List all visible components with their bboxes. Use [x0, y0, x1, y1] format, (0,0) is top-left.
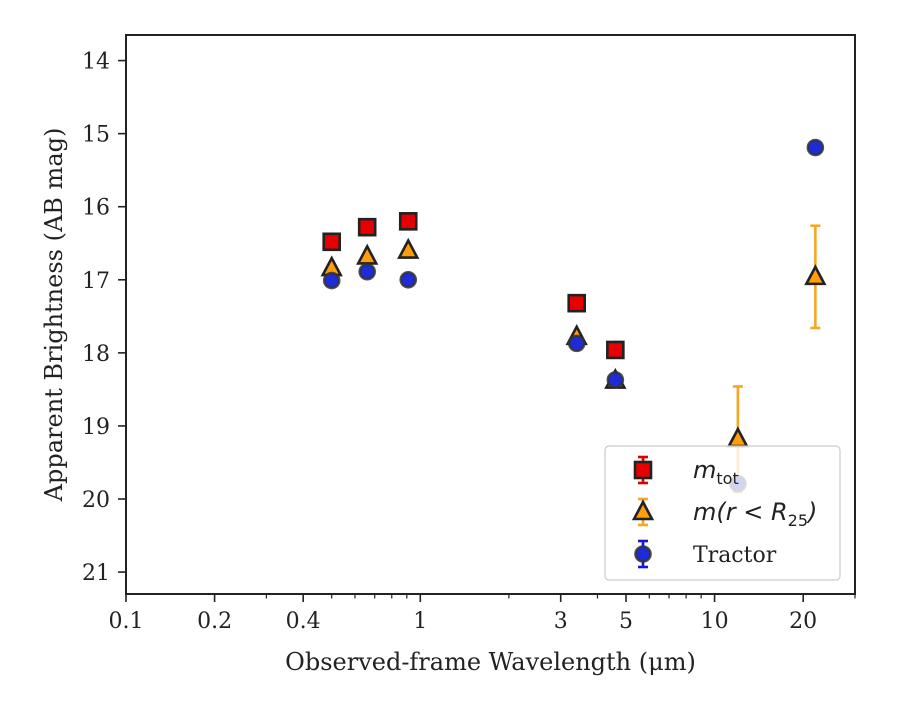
- data-point-square: [567, 293, 587, 313]
- data-point-circle: [322, 271, 341, 290]
- data-point-circle: [358, 262, 376, 281]
- data-point-triangle: [397, 237, 420, 259]
- series-square: [322, 212, 625, 360]
- legend-marker-triangle: [631, 499, 655, 521]
- y-tick-label: 15: [82, 123, 110, 148]
- data-point-triangle: [726, 426, 750, 448]
- legend-label: mtot: [693, 456, 739, 488]
- x-tick-label: 10: [701, 609, 729, 634]
- legend-marker-square: [633, 460, 653, 480]
- series-circle: [322, 138, 825, 493]
- y-tick-label: 14: [82, 50, 110, 75]
- legend-marker-circle: [634, 545, 652, 563]
- y-tick-label: 20: [82, 488, 110, 513]
- x-axis-title: Observed-frame Wavelength (μm): [285, 648, 696, 676]
- legend-label: Tractor: [693, 543, 777, 568]
- data-point-square: [322, 232, 342, 252]
- x-tick-label: 0.2: [197, 609, 232, 634]
- x-axis: 0.1 0.2 0.4 1 3 5 10 20: [109, 594, 856, 634]
- y-tick-label: 19: [82, 415, 110, 440]
- data-point-square: [606, 340, 625, 360]
- y-tick-label: 18: [82, 342, 110, 367]
- plot-area: [125, 34, 856, 595]
- data-point-triangle: [356, 243, 379, 265]
- y-axis: 14 15 16 17 18 19 20 21: [82, 50, 126, 586]
- data-point-square: [398, 212, 418, 231]
- x-tick-label: 1: [413, 609, 427, 634]
- y-tick-label: 16: [82, 196, 110, 221]
- x-tick-label: 3: [554, 609, 568, 634]
- data-point-circle: [606, 371, 625, 389]
- data-point-circle: [399, 270, 418, 289]
- y-tick-label: 17: [82, 269, 110, 294]
- data-point-circle: [567, 334, 586, 353]
- x-tick-label: 20: [789, 609, 817, 634]
- legend-box: [604, 445, 841, 581]
- data-point-circle: [806, 138, 825, 157]
- data-point-triangle: [804, 264, 827, 286]
- y-tick-label: 21: [82, 561, 110, 586]
- legend-label: m(r < R25): [693, 498, 817, 530]
- axes-frame: [125, 34, 856, 595]
- legend: mtot m(r < R25) Tractor: [604, 445, 841, 581]
- y-axis-title: Apparent Brightness (AB mag): [40, 128, 68, 503]
- x-tick-label: 0.4: [286, 609, 321, 634]
- x-tick-label: 0.1: [109, 609, 144, 634]
- data-point-square: [357, 217, 377, 237]
- x-tick-label: 5: [619, 609, 633, 634]
